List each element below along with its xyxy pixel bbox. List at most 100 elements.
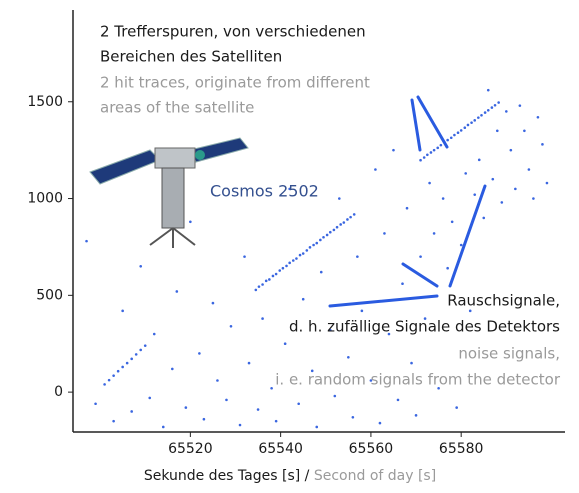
point bbox=[203, 418, 206, 421]
x-label-en: Second of day [s] bbox=[314, 468, 436, 484]
point bbox=[239, 424, 242, 427]
point bbox=[410, 362, 413, 365]
point bbox=[306, 249, 309, 252]
annotation: 2 hit traces, originate from different bbox=[100, 74, 370, 92]
point bbox=[130, 410, 133, 413]
point bbox=[450, 136, 453, 139]
chart: 2 Trefferspuren, von verschiedenen Berei… bbox=[0, 0, 579, 493]
point bbox=[482, 217, 485, 220]
point bbox=[139, 349, 142, 352]
point bbox=[135, 353, 138, 356]
point bbox=[153, 333, 156, 336]
point bbox=[302, 252, 305, 255]
point bbox=[392, 149, 395, 152]
point bbox=[528, 168, 531, 171]
point bbox=[225, 399, 228, 402]
point bbox=[302, 298, 305, 301]
point bbox=[270, 387, 273, 390]
point bbox=[463, 126, 466, 129]
point bbox=[419, 255, 422, 258]
point bbox=[320, 271, 323, 274]
point bbox=[523, 129, 526, 132]
point bbox=[312, 244, 315, 247]
point bbox=[491, 178, 494, 181]
y-tick-label: 500 bbox=[36, 287, 63, 303]
point bbox=[288, 262, 291, 265]
point bbox=[487, 109, 490, 112]
point bbox=[433, 149, 436, 152]
point bbox=[216, 379, 219, 382]
point bbox=[268, 278, 271, 281]
point bbox=[406, 207, 409, 210]
point bbox=[85, 240, 88, 243]
point bbox=[346, 218, 349, 221]
point bbox=[379, 422, 382, 425]
point bbox=[514, 188, 517, 191]
point bbox=[510, 149, 513, 152]
annotation: Rauschsignale, bbox=[447, 292, 560, 310]
point bbox=[322, 236, 325, 239]
point bbox=[299, 254, 302, 257]
point bbox=[261, 283, 264, 286]
y-tick-label: 1000 bbox=[27, 191, 63, 207]
point bbox=[326, 234, 329, 237]
point bbox=[361, 310, 364, 313]
point bbox=[374, 168, 377, 171]
point bbox=[460, 129, 463, 132]
point bbox=[494, 104, 497, 107]
point bbox=[442, 197, 445, 200]
point bbox=[329, 231, 332, 234]
point bbox=[356, 255, 359, 258]
y-tick-label: 0 bbox=[54, 384, 63, 400]
x-tick-label: 65520 bbox=[168, 441, 213, 457]
x-axis-label: Sekunde des Tages [s] / Second of day [s… bbox=[144, 468, 436, 484]
point bbox=[144, 344, 147, 347]
y-tick-label: 1500 bbox=[27, 94, 63, 110]
x-label-de: Sekunde des Tages [s] bbox=[144, 468, 300, 484]
point bbox=[455, 406, 458, 409]
annotation: d. h. zufällige Signale des Detektors bbox=[289, 318, 560, 336]
point bbox=[117, 370, 120, 373]
annotation: Bereichen des Satelliten bbox=[100, 48, 282, 66]
point bbox=[243, 255, 246, 258]
point bbox=[295, 257, 298, 260]
point bbox=[440, 144, 443, 147]
point bbox=[261, 317, 264, 320]
x-label-sep: / bbox=[305, 468, 310, 484]
point bbox=[473, 193, 476, 196]
point bbox=[469, 310, 472, 313]
point bbox=[419, 159, 422, 162]
point bbox=[257, 408, 260, 411]
point bbox=[484, 111, 487, 114]
point bbox=[532, 197, 535, 200]
point bbox=[537, 116, 540, 119]
point bbox=[148, 397, 151, 400]
annotation: areas of the satellite bbox=[100, 99, 254, 117]
point bbox=[112, 420, 115, 423]
point bbox=[343, 221, 346, 224]
point bbox=[505, 110, 508, 113]
point bbox=[230, 325, 233, 328]
point bbox=[292, 259, 295, 262]
annotation: Cosmos 2502 bbox=[210, 182, 319, 201]
point bbox=[282, 267, 285, 270]
point bbox=[275, 273, 278, 276]
point bbox=[319, 239, 322, 242]
point bbox=[94, 402, 97, 405]
point bbox=[541, 143, 544, 146]
point bbox=[255, 289, 258, 292]
point bbox=[248, 362, 251, 365]
point bbox=[457, 131, 460, 134]
point bbox=[315, 242, 318, 245]
x-tick-label: 65560 bbox=[349, 441, 394, 457]
point bbox=[339, 223, 342, 226]
point bbox=[275, 420, 278, 423]
point bbox=[383, 232, 386, 235]
point bbox=[428, 182, 431, 185]
point bbox=[198, 352, 201, 355]
point bbox=[352, 416, 355, 419]
point bbox=[212, 302, 215, 305]
point bbox=[272, 275, 275, 278]
point bbox=[467, 124, 470, 127]
point bbox=[478, 159, 481, 162]
